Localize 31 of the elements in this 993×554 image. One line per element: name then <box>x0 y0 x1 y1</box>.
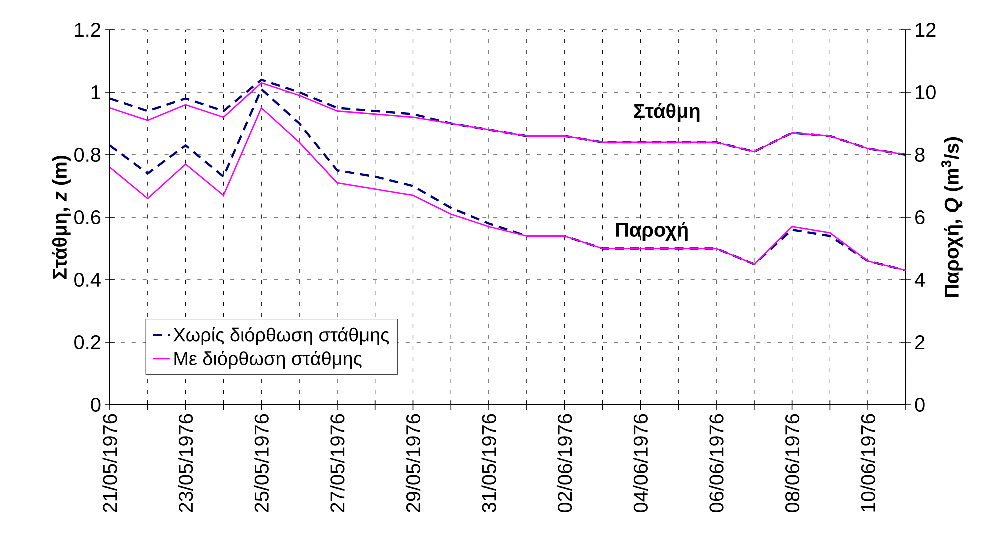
legend-label: Με διόρθωση στάθμης <box>174 351 362 370</box>
y2-tick-label: 2 <box>916 336 925 350</box>
x-tick-label: 10/06/1976 <box>860 414 876 512</box>
annotation: Στάθμη <box>634 103 700 122</box>
y2-tick-label: 6 <box>916 210 925 225</box>
legend-label: Χωρίς διόρθωση στάθμης <box>174 327 390 346</box>
y-tick-label: 0.6 <box>74 210 101 225</box>
x-tick-label: 02/06/1976 <box>558 414 572 512</box>
y-axis-title: Στάθμη, z (m) <box>52 156 71 280</box>
annotation: Παροχή <box>616 222 688 241</box>
x-tick-label: 04/06/1976 <box>633 414 648 512</box>
y2-tick-label: 8 <box>915 148 925 162</box>
y2-tick-label: 10 <box>916 85 936 100</box>
x-tick-label: 23/05/1976 <box>178 414 194 512</box>
y-tick-label: 1.2 <box>75 23 100 37</box>
y-tick-label: 0.8 <box>74 148 101 162</box>
y-tick-label: 1 <box>92 86 101 100</box>
y-tick-label: 0 <box>91 398 101 412</box>
y2-tick-label: 0 <box>915 398 925 412</box>
x-tick-label: 31/05/1976 <box>482 414 496 512</box>
y-tick-label: 0.2 <box>74 335 100 350</box>
x-tick-label: 06/06/1976 <box>709 414 724 512</box>
x-tick-label: 27/05/1976 <box>330 414 345 512</box>
y2-tick-label: 4 <box>914 273 926 287</box>
x-tick-label: 29/05/1976 <box>406 414 421 512</box>
y2-tick-label: 12 <box>916 23 936 37</box>
y-tick-label: 0.4 <box>74 272 101 288</box>
x-tick-label: 08/06/1976 <box>784 414 800 512</box>
x-tick-label: 25/05/1976 <box>254 414 269 512</box>
y2-axis-title: Παροχή, Q (m$^{3}$/s) <box>942 137 963 298</box>
x-tick-label: 21/05/1976 <box>102 414 118 512</box>
